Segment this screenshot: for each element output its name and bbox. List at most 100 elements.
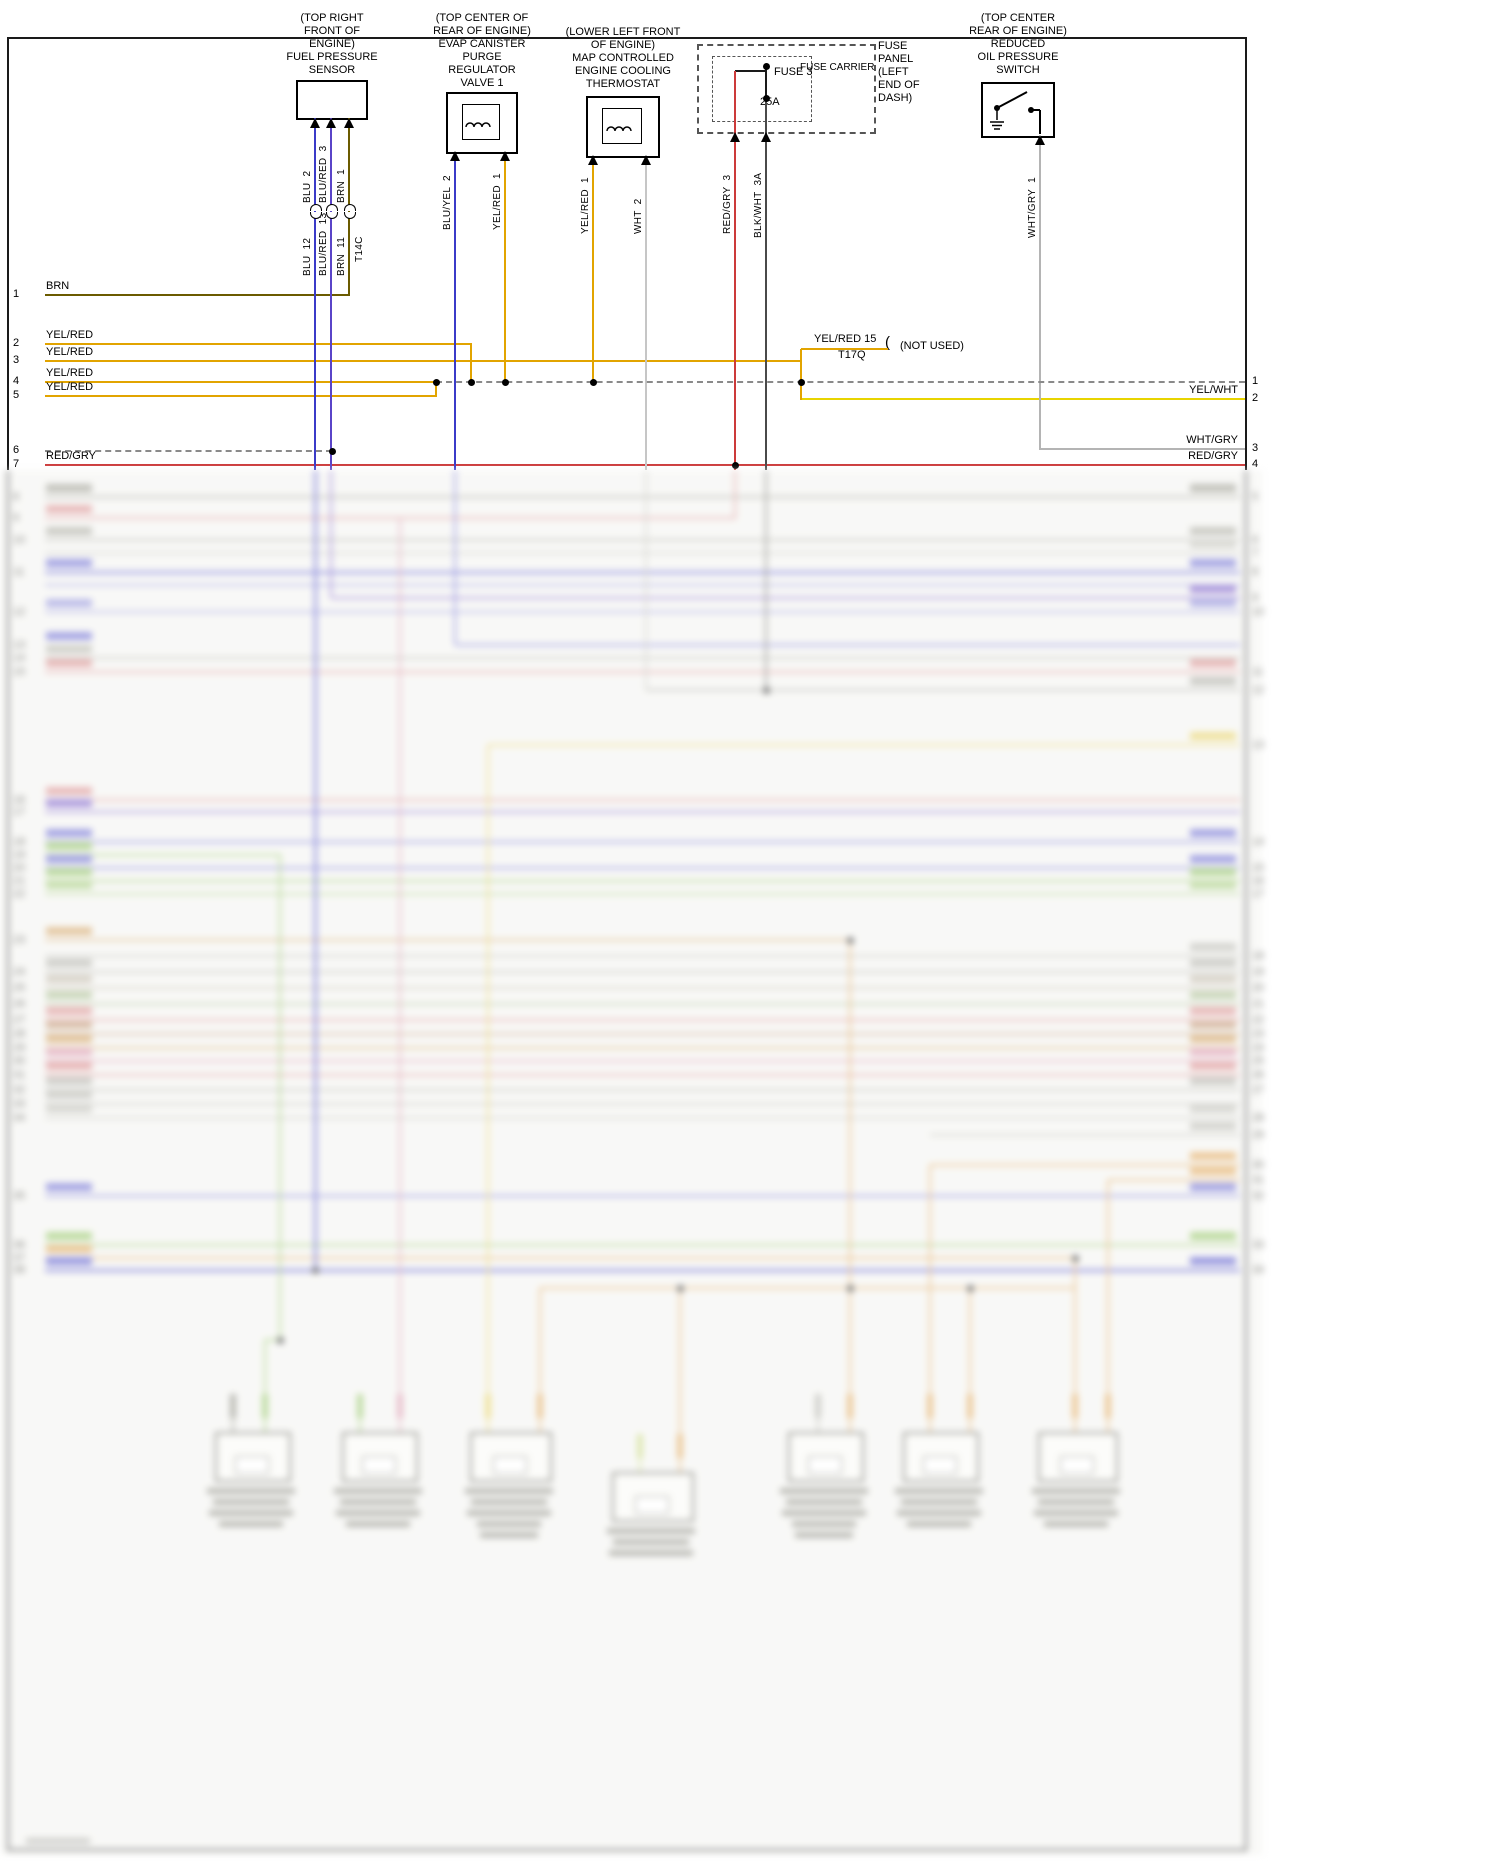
track-number-left: 7: [13, 458, 20, 470]
wire-horizontal: [45, 1257, 1076, 1259]
junction-dot: [966, 1284, 974, 1292]
component-inner-box-blur: [1060, 1456, 1094, 1474]
oil-pressure-switch-box: [981, 82, 1055, 138]
wire-horizontal: [646, 689, 1240, 691]
connector-stub: [927, 1394, 933, 1418]
wire-dashed: [45, 450, 332, 452]
track-number-left-blur: 15: [13, 666, 26, 678]
junction-dot: [328, 447, 336, 455]
track-number-right-blur: 15: [1252, 862, 1265, 874]
wire-horizontal: [45, 517, 736, 519]
track-number-right-blur: 5: [1252, 491, 1259, 503]
track-number-left-blur: 9: [13, 512, 20, 524]
wire-label-vertical: BLU/YEL 2: [442, 175, 453, 230]
caption-bar-blur: [780, 1488, 868, 1494]
wire-vertical: [539, 1288, 541, 1432]
track-number-right-blur: 28: [1252, 1112, 1265, 1124]
track-number-left: 2: [13, 337, 20, 349]
arrow-up-icon: [450, 151, 460, 161]
wire-label-vertical: BRN 11: [336, 236, 347, 276]
wire-horizontal: [45, 657, 1240, 659]
wire-horizontal: [45, 343, 472, 345]
track-number-right-blur: 16: [1252, 875, 1265, 887]
junction-dot: [432, 378, 440, 386]
junction-dot: [467, 378, 475, 386]
evap-valve-inner-box: [462, 104, 500, 140]
wire-label-vertical: RED/GRY 3: [722, 174, 733, 234]
wire-horizontal: [45, 1268, 1240, 1272]
caption-bar-blur: [607, 1528, 695, 1534]
arrow-up-icon: [761, 132, 771, 142]
wire-vertical: [232, 1396, 234, 1432]
track-number-left-blur: 25: [13, 982, 26, 994]
wire-horizontal: [332, 597, 1240, 599]
wire-vertical: [849, 940, 851, 1432]
track-number-left-blur: 18: [13, 836, 26, 848]
wire-label-blur: [46, 1245, 92, 1253]
wire-vertical: [765, 98, 767, 470]
wire-label-blur: [46, 799, 92, 807]
junction-dot: [846, 936, 854, 944]
track-number-left-blur: 31: [13, 1069, 26, 1081]
inline-connector-icon: [344, 204, 356, 211]
caption-bar-blur: [209, 1510, 293, 1516]
inline-connector-icon: [326, 212, 338, 219]
arrow-up-icon: [326, 118, 336, 128]
wire-label-right: WHT/GRY: [1186, 434, 1238, 446]
caption-bar-blur: [213, 1499, 289, 1505]
caption-bar-blur: [471, 1499, 547, 1505]
wire-label-blur: [1190, 1232, 1236, 1240]
stub-wire-label: YEL/RED 15: [814, 333, 877, 345]
track-number-left-blur: 29: [13, 1042, 26, 1054]
wire-label-blur: [1190, 1062, 1236, 1070]
pressure-switch-symbol: [990, 91, 1041, 134]
track-number-right-blur: 32: [1252, 1190, 1265, 1202]
caption-bar-blur: [1038, 1499, 1114, 1505]
junction-dot: [501, 378, 509, 386]
component-title-fuel-pressure-sensor: (TOP RIGHT FRONT OF ENGINE) FUEL PRESSUR…: [250, 12, 414, 77]
track-number-left-blur: 34: [13, 1112, 26, 1124]
wire-horizontal: [45, 1103, 1240, 1105]
wire-horizontal: [45, 867, 1240, 869]
wire-vertical: [969, 1288, 971, 1432]
track-number-left: 5: [13, 389, 20, 401]
component-inner-box-blur: [235, 1456, 269, 1474]
wire-label-blur: [46, 868, 92, 876]
track-number-left: 1: [13, 288, 20, 300]
wire-label-blur: [1190, 1021, 1236, 1029]
wire-vertical: [734, 71, 736, 470]
open-bracket: (: [885, 334, 890, 351]
caption-bar-blur: [901, 1499, 977, 1505]
junction-dot: [762, 686, 770, 694]
junction-dot: [1071, 1254, 1079, 1262]
track-number-right-blur: 27: [1252, 1084, 1265, 1096]
track-number-left: 6: [13, 444, 20, 456]
wire-label-blur: [46, 1021, 92, 1029]
connector-stub: [637, 1434, 643, 1458]
blur-background: [0, 470, 1262, 1855]
wire-label-blur: [46, 1183, 92, 1191]
junction-dot: [589, 378, 597, 386]
component-title-map-thermostat: (LOWER LEFT FRONT OF ENGINE) MAP CONTROL…: [541, 26, 705, 91]
track-number-left-blur: 30: [13, 1055, 26, 1067]
wire-horizontal: [801, 348, 888, 350]
wire-label-blur: [46, 1105, 92, 1113]
caption-bar-blur: [465, 1488, 553, 1494]
wire-label-blur: [46, 527, 92, 535]
wire-label-left: YEL/RED: [46, 367, 94, 379]
connector-stub: [1105, 1394, 1111, 1418]
track-number-left-blur: 33: [13, 1098, 26, 1110]
wire-label-blur: [46, 881, 92, 889]
caption-bar-blur: [340, 1499, 416, 1505]
connector-stub: [262, 1394, 268, 1418]
track-number-right-blur: 34: [1252, 1264, 1265, 1276]
wire-label-blur: [46, 645, 92, 653]
component-title-oil-pressure-switch: (TOP CENTER REAR OF ENGINE) REDUCED OIL …: [936, 12, 1100, 77]
wire-horizontal: [45, 360, 802, 362]
fuse-label: FUSE 3: [774, 66, 813, 78]
track-number-right-blur: 8: [1252, 566, 1259, 578]
connector-stub: [230, 1394, 236, 1418]
wire-label-blur: [46, 829, 92, 837]
track-number-right: 1: [1252, 375, 1259, 387]
wire-label-blur: [1190, 527, 1236, 535]
